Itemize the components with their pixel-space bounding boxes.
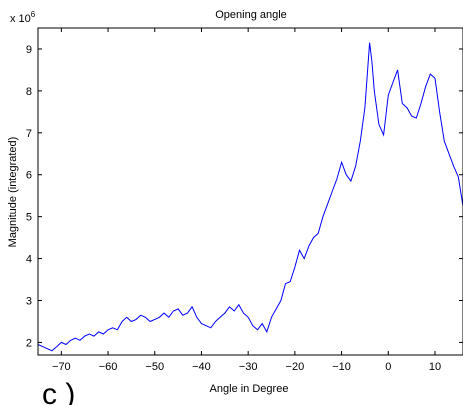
x-tick-label: −70 xyxy=(52,361,71,373)
x-tick-label: −30 xyxy=(239,361,258,373)
x-tick-label: −50 xyxy=(145,361,164,373)
y-tick-label: 7 xyxy=(26,128,32,140)
x-tick-label: −10 xyxy=(332,361,351,373)
plot-area: −70 −60 −50 −40 −30 −20 −10 0 10 2 3 4 5 6 7 8 9 xyxy=(26,28,463,373)
y-tick-label: 5 xyxy=(26,212,32,224)
y-axis-label: Magnitude (integrated) xyxy=(7,137,19,248)
y-tick-label: 9 xyxy=(26,44,32,56)
x-tick-label: −60 xyxy=(99,361,118,373)
y-tick-label: 6 xyxy=(26,170,32,182)
chart-title: Opening angle xyxy=(215,9,287,21)
x-axis-label: Angle in Degree xyxy=(210,383,289,395)
axes-box xyxy=(37,27,463,356)
x-tick-label: 10 xyxy=(429,361,441,373)
y-tick-label: 4 xyxy=(26,254,32,266)
series-line xyxy=(37,42,463,352)
x-tick-label: −20 xyxy=(286,361,305,373)
y-tick-label: 8 xyxy=(26,86,32,98)
x-tick-label: −40 xyxy=(192,361,211,373)
panel-label: c ) xyxy=(42,378,75,405)
y-exponent-label: x 106 xyxy=(10,10,36,25)
y-tick-label: 3 xyxy=(26,296,32,308)
x-tick-label: 0 xyxy=(385,361,391,373)
y-tick-label: 2 xyxy=(26,337,32,349)
